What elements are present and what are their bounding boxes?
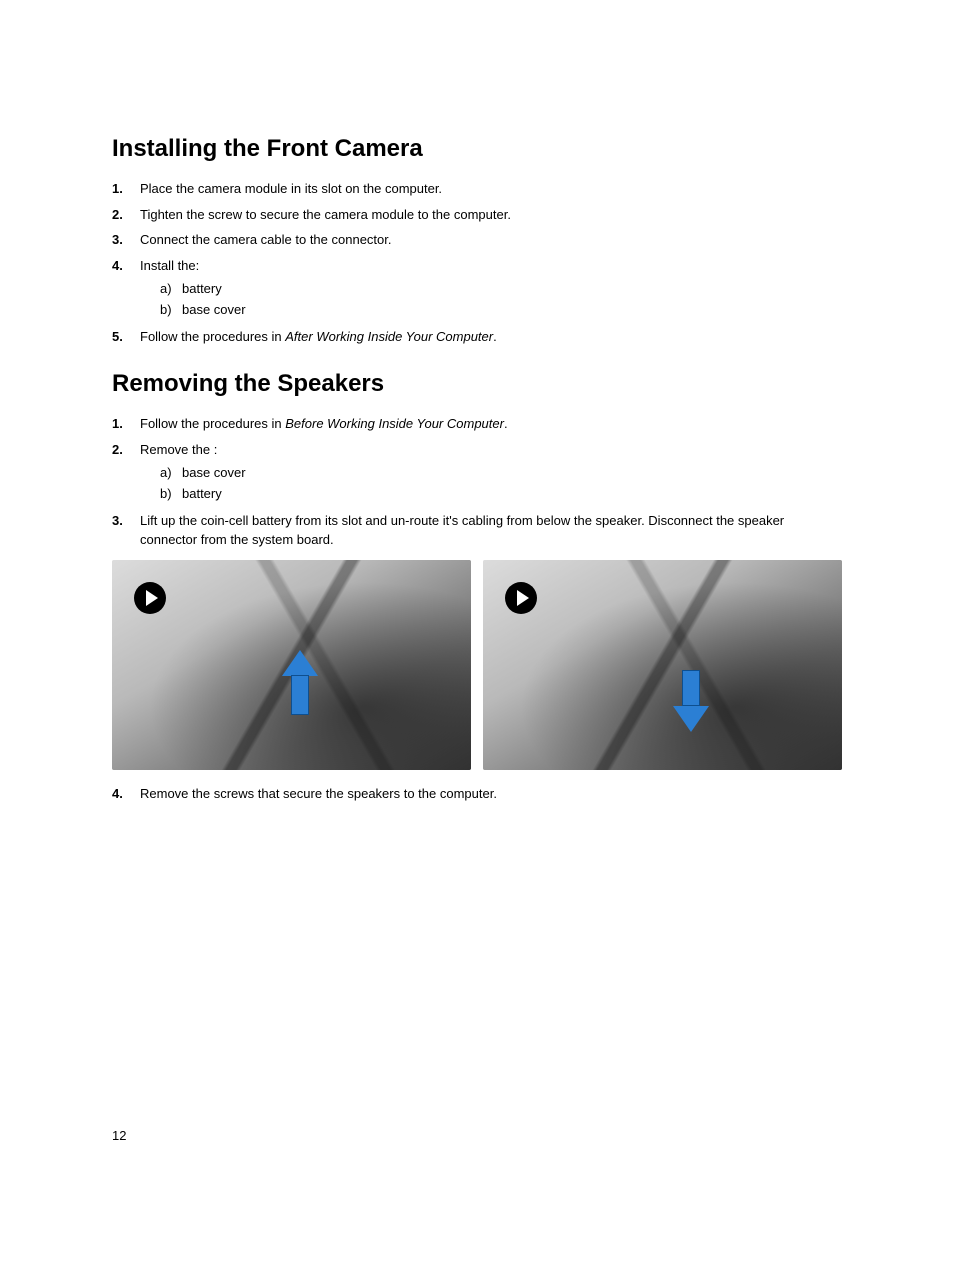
arrow-down-icon — [673, 670, 709, 732]
step-text: Place the camera module in its slot on t… — [140, 179, 842, 199]
removing-speakers-steps-cont: 4. Remove the screws that secure the spe… — [112, 784, 842, 804]
step-text: Tighten the screw to secure the camera m… — [140, 205, 842, 225]
step-italic: After Working Inside Your Computer — [285, 329, 493, 344]
step-text: Follow the procedures in After Working I… — [140, 327, 842, 347]
step-number: 1. — [112, 414, 140, 434]
install-front-camera-steps: 1. Place the camera module in its slot o… — [112, 179, 842, 346]
figure-right — [483, 560, 842, 770]
sub-letter: a) — [160, 463, 182, 484]
step-post: . — [504, 416, 508, 431]
figure-left — [112, 560, 471, 770]
sub-text: battery — [182, 486, 222, 501]
sub-letter: b) — [160, 484, 182, 505]
sub-item: a)base cover — [160, 463, 842, 484]
step-post: . — [493, 329, 497, 344]
step-text: Install the: a)battery b)base cover — [140, 256, 842, 321]
play-icon — [134, 582, 166, 614]
arrow-up-icon — [282, 650, 318, 715]
step-number: 3. — [112, 511, 140, 550]
play-icon — [505, 582, 537, 614]
removing-speakers-steps: 1. Follow the procedures in Before Worki… — [112, 414, 842, 550]
step-number: 2. — [112, 205, 140, 225]
step-intro: Remove the : — [140, 442, 217, 457]
step-number: 3. — [112, 230, 140, 250]
step-number: 2. — [112, 440, 140, 505]
step-number: 5. — [112, 327, 140, 347]
figure-row — [112, 560, 842, 770]
step-text: Follow the procedures in Before Working … — [140, 414, 842, 434]
sub-list: a)battery b)base cover — [140, 279, 842, 321]
sub-letter: b) — [160, 300, 182, 321]
step-italic: Before Working Inside Your Computer — [285, 416, 504, 431]
step-number: 1. — [112, 179, 140, 199]
figure-lines — [483, 560, 842, 770]
step-number: 4. — [112, 784, 140, 804]
sub-text: battery — [182, 281, 222, 296]
step-pre: Follow the procedures in — [140, 416, 285, 431]
step-number: 4. — [112, 256, 140, 321]
sub-list: a)base cover b)battery — [140, 463, 842, 505]
list-item: 2. Remove the : a)base cover b)battery — [112, 440, 842, 505]
step-pre: Follow the procedures in — [140, 329, 285, 344]
list-item: 3. Lift up the coin-cell battery from it… — [112, 511, 842, 550]
list-item: 4. Install the: a)battery b)base cover — [112, 256, 842, 321]
list-item: 2. Tighten the screw to secure the camer… — [112, 205, 842, 225]
step-text: Remove the screws that secure the speake… — [140, 784, 842, 804]
heading-install-front-camera: Installing the Front Camera — [112, 135, 842, 163]
step-text: Lift up the coin-cell battery from its s… — [140, 511, 842, 550]
page-number: 12 — [112, 1128, 126, 1143]
sub-text: base cover — [182, 465, 246, 480]
sub-item: a)battery — [160, 279, 842, 300]
sub-letter: a) — [160, 279, 182, 300]
list-item: 1. Place the camera module in its slot o… — [112, 179, 842, 199]
step-text: Connect the camera cable to the connecto… — [140, 230, 842, 250]
list-item: 4. Remove the screws that secure the spe… — [112, 784, 842, 804]
step-intro: Install the: — [140, 258, 199, 273]
list-item: 5. Follow the procedures in After Workin… — [112, 327, 842, 347]
step-text: Remove the : a)base cover b)battery — [140, 440, 842, 505]
heading-removing-speakers: Removing the Speakers — [112, 370, 842, 398]
list-item: 3. Connect the camera cable to the conne… — [112, 230, 842, 250]
sub-item: b)battery — [160, 484, 842, 505]
sub-text: base cover — [182, 302, 246, 317]
sub-item: b)base cover — [160, 300, 842, 321]
page-content: Installing the Front Camera 1. Place the… — [112, 135, 842, 809]
list-item: 1. Follow the procedures in Before Worki… — [112, 414, 842, 434]
